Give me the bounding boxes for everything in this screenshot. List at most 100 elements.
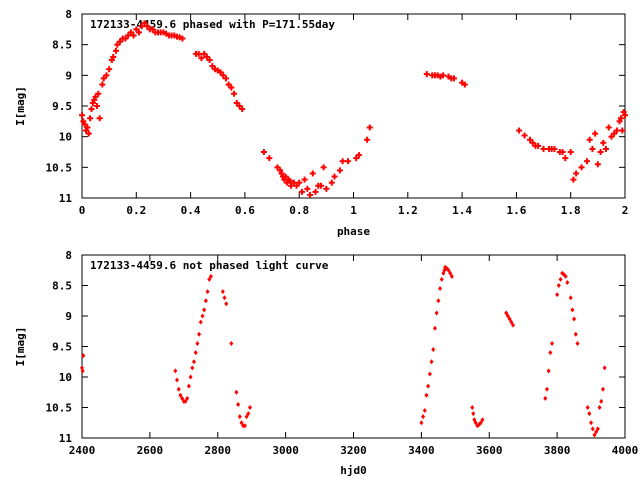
x-tick-label: 2400: [69, 444, 96, 457]
data-point: [471, 411, 476, 417]
data-point: [108, 57, 115, 63]
data-point: [91, 96, 98, 103]
data-point: [190, 365, 195, 371]
data-point: [450, 75, 457, 82]
data-point: [572, 316, 577, 322]
data-point: [320, 164, 327, 171]
data-point: [339, 158, 346, 165]
data-point: [198, 55, 205, 62]
y-tick-label: 8: [65, 8, 72, 21]
y-tick-label: 11: [59, 192, 73, 205]
x-tick-label: 0.4: [181, 204, 201, 217]
data-point: [558, 276, 563, 282]
data-point: [617, 115, 624, 122]
data-point: [608, 133, 615, 140]
data-point: [434, 310, 439, 316]
data-point: [473, 420, 478, 426]
data-point: [205, 289, 210, 295]
data-point: [568, 295, 573, 301]
data-point: [209, 63, 216, 70]
data-point: [307, 191, 314, 198]
data-point: [422, 408, 427, 414]
data-point: [288, 182, 295, 189]
plot-frame: [81, 13, 626, 199]
data-point: [179, 35, 186, 42]
y-tick-label: 9: [65, 69, 72, 82]
data-point: [125, 32, 132, 39]
unphased-y-axis-label: I[mag]: [14, 327, 27, 367]
data-point: [217, 69, 224, 76]
data-point: [543, 395, 548, 401]
data-point: [597, 405, 602, 410]
data-point: [233, 99, 240, 106]
data-point: [567, 149, 574, 155]
data-point: [274, 164, 281, 171]
data-point: [193, 350, 198, 356]
y-tick-label: 11: [59, 432, 73, 445]
y-tick-label: 9.5: [52, 100, 72, 113]
data-point: [550, 340, 555, 346]
y-tick-label: 8: [65, 249, 72, 262]
data-point: [293, 182, 300, 189]
data-point: [282, 173, 289, 180]
data-point: [176, 386, 181, 392]
data-point: [95, 90, 102, 97]
data-point: [231, 90, 238, 97]
data-point: [203, 298, 208, 304]
data-point: [236, 103, 243, 109]
data-point: [419, 420, 424, 426]
data-point: [599, 398, 604, 404]
data-point: [516, 127, 523, 134]
data-point: [180, 395, 185, 401]
data-point: [206, 57, 213, 63]
data-point: [224, 301, 229, 307]
data-point: [317, 182, 324, 189]
data-point: [202, 307, 207, 313]
data-point: [138, 23, 145, 30]
data-point: [559, 149, 566, 155]
data-point: [592, 130, 599, 137]
data-point: [133, 26, 140, 33]
data-point: [439, 276, 444, 282]
data-point: [304, 185, 311, 192]
data-point: [620, 109, 627, 116]
data-point: [432, 325, 437, 331]
data-point: [366, 124, 373, 131]
data-point: [222, 75, 229, 82]
data-point: [600, 139, 607, 146]
data-point: [88, 106, 95, 113]
data-point: [186, 383, 191, 389]
data-point: [195, 340, 200, 346]
data-point: [461, 81, 468, 88]
data-point: [136, 29, 143, 36]
data-point: [222, 295, 227, 301]
data-point: [438, 286, 443, 292]
phased-x-axis-label: phase: [337, 225, 370, 238]
x-tick-label: 1.2: [398, 204, 418, 217]
data-point: [521, 132, 528, 139]
data-point: [540, 145, 547, 152]
phased-light-curve-panel: 172133-4459.6 phased with P=171.55day ph…: [14, 8, 628, 238]
data-point: [546, 368, 551, 374]
data-point: [583, 158, 590, 165]
data-point: [260, 149, 267, 155]
data-point: [100, 75, 107, 82]
data-point: [602, 365, 607, 371]
data-point: [81, 121, 88, 128]
data-point: [277, 167, 284, 174]
data-point: [195, 50, 202, 57]
data-point: [578, 164, 585, 171]
x-tick-label: 0.6: [235, 204, 255, 217]
phased-y-axis-label: I[mag]: [14, 86, 27, 126]
data-point: [201, 50, 208, 57]
data-point: [309, 170, 316, 177]
data-point: [605, 124, 612, 131]
x-tick-label: 3200: [340, 444, 367, 457]
data-point: [178, 392, 183, 398]
y-tick-label: 9.5: [52, 341, 72, 354]
data-point: [353, 155, 360, 162]
data-point: [426, 383, 431, 389]
data-point: [355, 152, 362, 159]
data-point: [112, 47, 119, 54]
data-point: [619, 127, 626, 134]
